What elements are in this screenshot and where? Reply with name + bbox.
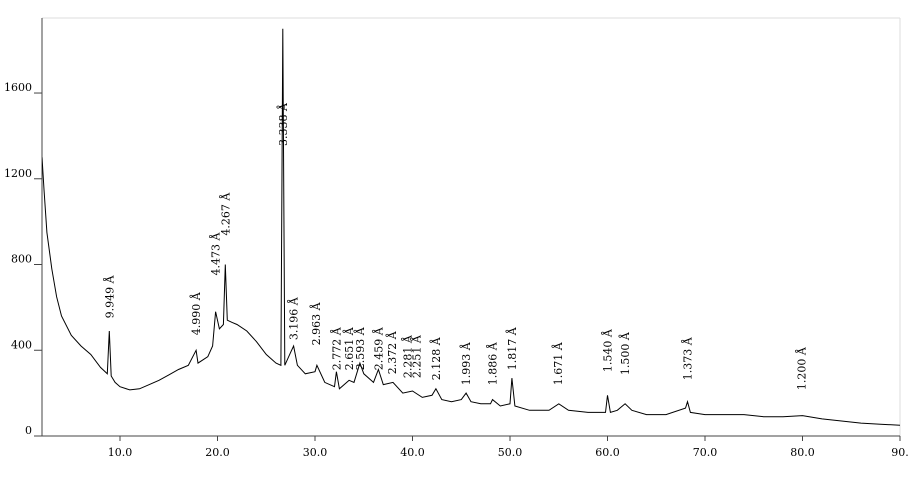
peak-label: 3.196 Å [287, 296, 301, 340]
peak-label: 2.963 Å [309, 301, 323, 345]
peak-label: 4.473 Å [209, 231, 223, 275]
peak-label: 2.651 Å [342, 326, 356, 370]
y-tick-label: 800 [11, 253, 32, 266]
peak-label: 1.200 Å [795, 346, 809, 390]
peak-label: 1.817 Å [505, 326, 519, 370]
y-tick-label: 0 [25, 424, 32, 437]
peak-label: 1.540 Å [601, 328, 615, 372]
x-tick-label: 50.0 [498, 446, 523, 459]
x-tick-label: 10.0 [108, 446, 133, 459]
peak-label: 3.338 Å [276, 102, 290, 146]
y-tick-label: 1600 [4, 81, 32, 94]
x-tick-label: 40.0 [400, 446, 425, 459]
peak-label: 2.372 Å [385, 330, 399, 374]
x-tick-label: 30.0 [303, 446, 328, 459]
x-tick-label: 60.0 [595, 446, 620, 459]
peak-label: 2.593 Å [353, 326, 367, 370]
x-tick-label: 70.0 [693, 446, 718, 459]
peak-label: 1.993 Å [459, 341, 473, 385]
y-tick-label: 1200 [4, 167, 32, 180]
x-tick-label: 20.0 [205, 446, 230, 459]
peak-label: 1.373 Å [680, 336, 694, 380]
peak-label: 2.772 Å [329, 326, 343, 370]
y-tick-label: 400 [11, 338, 32, 351]
data-line [42, 28, 900, 426]
peak-label: 2.459 Å [371, 326, 385, 370]
peak-label: 4.990 Å [189, 291, 203, 335]
x-tick-label: 80.0 [790, 446, 815, 459]
peak-label: 1.886 Å [485, 341, 499, 385]
peak-label: 2.251 Å [409, 334, 423, 378]
peak-label: 1.671 Å [551, 341, 565, 385]
peak-label: 2.128 Å [429, 336, 443, 380]
peak-label: 4.267 Å [218, 192, 232, 236]
peak-label: 1.500 Å [618, 331, 632, 375]
x-tick-label: 90. [891, 446, 909, 459]
peak-label: 9.949 Å [102, 274, 116, 318]
peak-label: 2.281 Å [401, 334, 415, 378]
